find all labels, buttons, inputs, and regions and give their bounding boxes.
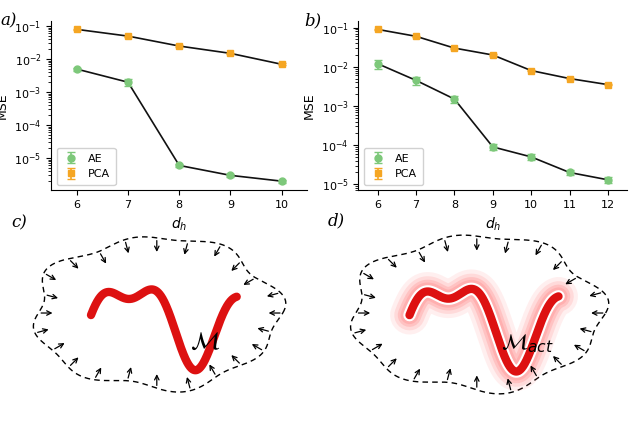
Y-axis label: MSE: MSE	[303, 93, 316, 119]
Legend: AE, PCA: AE, PCA	[57, 148, 116, 185]
Text: b): b)	[305, 13, 322, 30]
Legend: AE, PCA: AE, PCA	[364, 148, 423, 185]
Text: d): d)	[328, 212, 345, 229]
Text: c): c)	[11, 214, 27, 231]
Text: $\mathcal{M}_{act}$: $\mathcal{M}_{act}$	[501, 332, 554, 355]
Y-axis label: MSE: MSE	[0, 93, 8, 119]
X-axis label: $d_h$: $d_h$	[171, 216, 188, 233]
X-axis label: $d_h$: $d_h$	[484, 216, 501, 233]
Text: $\mathcal{M}$: $\mathcal{M}$	[189, 331, 220, 354]
Text: a): a)	[0, 13, 17, 30]
